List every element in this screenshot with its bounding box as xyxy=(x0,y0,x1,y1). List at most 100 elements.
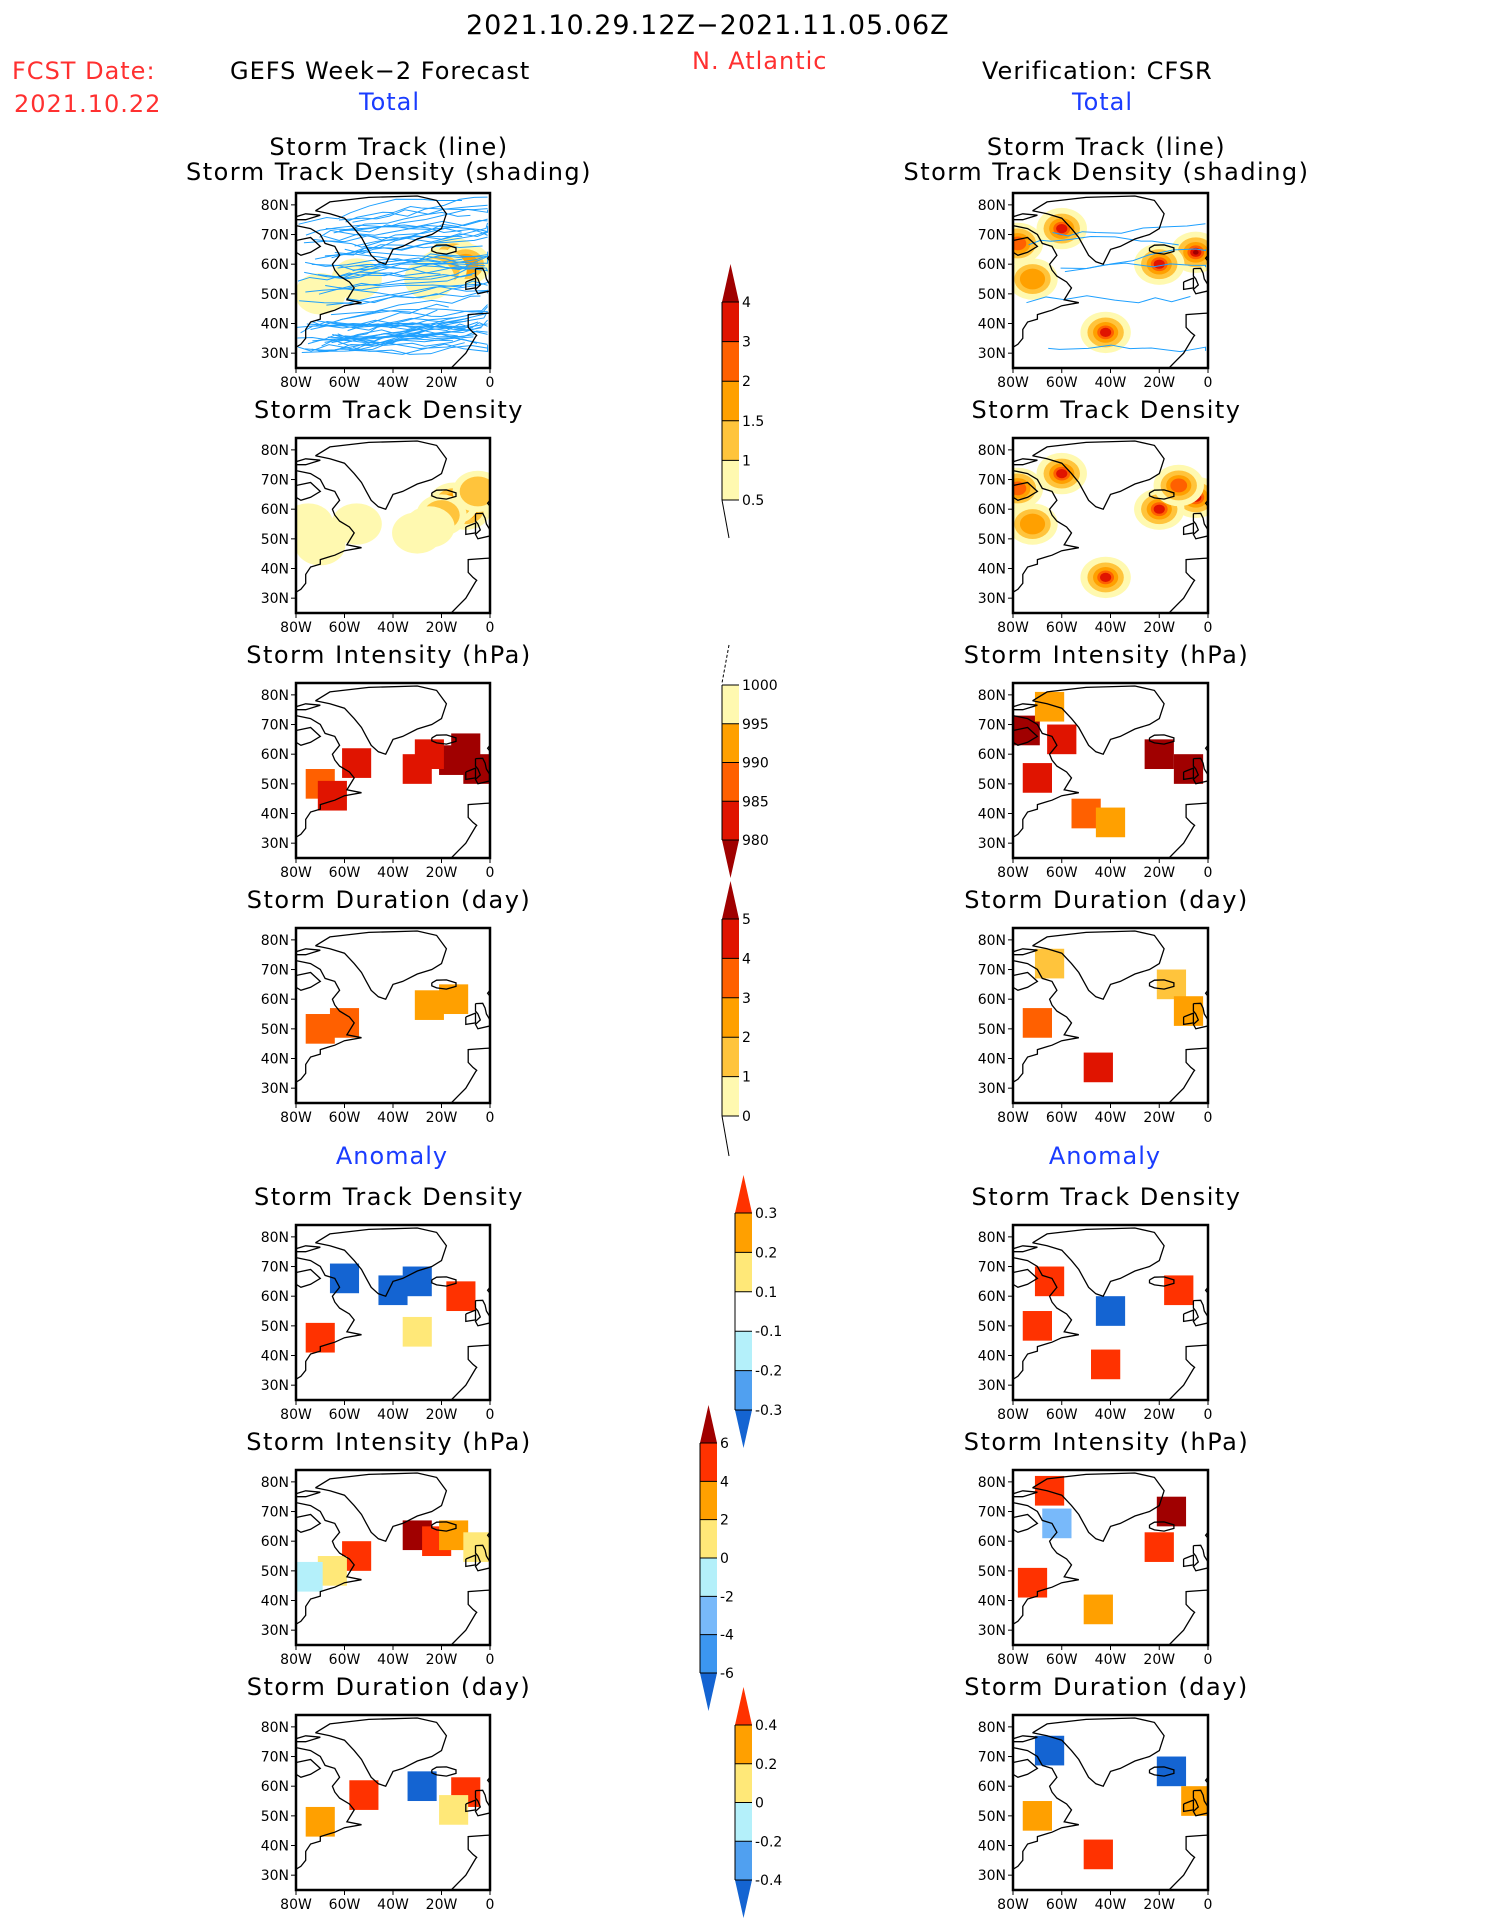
storm-track-line xyxy=(317,323,473,341)
panel-title-duration: Storm Duration (day) xyxy=(964,886,1249,914)
coastline xyxy=(296,1501,362,1625)
density-blob xyxy=(1019,268,1046,290)
lon-tick-label: 60W xyxy=(329,1110,361,1126)
lat-tick-label: 80N xyxy=(261,688,289,704)
lat-tick-label: 70N xyxy=(978,1750,1006,1766)
grid-cell xyxy=(1017,1567,1048,1598)
storm-track-line xyxy=(310,319,466,331)
map-data-layer xyxy=(296,1717,490,1890)
grid-cell xyxy=(1022,1008,1052,1038)
lon-tick-label: 0 xyxy=(486,1407,495,1423)
lon-tick-label: 40W xyxy=(377,1652,409,1668)
coastline xyxy=(431,489,457,500)
colorbar-segment xyxy=(700,1443,717,1482)
coastline xyxy=(474,1299,490,1327)
storm-track-line xyxy=(347,308,488,332)
coastline xyxy=(1192,1299,1208,1327)
coastline xyxy=(1182,277,1195,291)
lat-tick-label: 30N xyxy=(978,1623,1006,1639)
coastline xyxy=(296,714,362,838)
grid-cell xyxy=(1156,1756,1187,1787)
lat-tick-label: 80N xyxy=(978,198,1006,214)
lon-tick-label: 20W xyxy=(1143,1897,1175,1913)
lat-tick-label: 50N xyxy=(978,777,1006,793)
colorbar-bottom-arrow xyxy=(735,1410,752,1448)
colorbar-label: 3 xyxy=(742,335,751,351)
colorbar-label: -4 xyxy=(720,1628,734,1644)
map-panel: 80N 70N 60N 50N 40N 30N 80W 60W 40W 20W 0 xyxy=(261,1223,495,1423)
coastline xyxy=(1148,1276,1175,1287)
lon-tick-label: 20W xyxy=(1143,1652,1175,1668)
lat-tick-label: 40N xyxy=(978,317,1006,333)
lon-tick-label: 20W xyxy=(426,620,458,636)
storm-track-line xyxy=(324,253,488,261)
grid-cell xyxy=(407,1771,437,1802)
coastline xyxy=(1192,757,1208,785)
lon-tick-label: 60W xyxy=(329,865,361,881)
colorbar-segment xyxy=(735,1252,752,1292)
lon-tick-label: 80W xyxy=(997,1652,1029,1668)
lon-tick-label: 20W xyxy=(426,375,458,391)
grid-cell xyxy=(1047,724,1077,755)
lon-tick-label: 0 xyxy=(1204,1897,1213,1913)
colorbar-segment xyxy=(700,1519,717,1558)
coastline xyxy=(1013,948,1038,956)
total-label-left: Total xyxy=(359,88,421,116)
storm-track-line xyxy=(1064,262,1207,273)
map-data-layer xyxy=(296,930,490,1103)
map-data-layer xyxy=(1013,195,1208,368)
grid-cell xyxy=(1144,739,1174,770)
lon-tick-label: 20W xyxy=(1143,1110,1175,1126)
colorbar: 6 4 2 0 -2 -4 -6 xyxy=(699,1405,734,1711)
lon-tick-label: 60W xyxy=(1046,1897,1078,1913)
lat-tick-label: 80N xyxy=(261,1475,289,1491)
storm-track-line xyxy=(318,272,477,295)
map-data-layer xyxy=(296,685,490,858)
coastline xyxy=(431,734,457,745)
coastline xyxy=(474,757,490,785)
coastline xyxy=(1168,557,1208,613)
coastline xyxy=(1148,244,1175,255)
colorbar-label: 995 xyxy=(742,717,769,733)
coastline xyxy=(450,1834,490,1890)
coastline xyxy=(1013,213,1038,221)
lat-tick-label: 40N xyxy=(261,1594,289,1610)
lon-tick-label: 20W xyxy=(1143,1407,1175,1423)
storm-track-line xyxy=(314,235,463,260)
map-frame xyxy=(294,1223,492,1402)
lat-tick-label: 80N xyxy=(261,1230,289,1246)
coastline xyxy=(1013,959,1079,1083)
map-data-layer xyxy=(1013,685,1208,858)
map-panel: 80N 70N 60N 50N 40N 30N 80W 60W 40W 20W 0 xyxy=(261,926,494,1126)
lon-tick-label: 80W xyxy=(997,1110,1029,1126)
storm-track-line xyxy=(1048,344,1207,353)
coastline xyxy=(474,512,490,540)
coastline xyxy=(1032,1717,1165,1787)
coastline xyxy=(1168,1834,1208,1890)
map-panel: 80N 70N 60N 50N 40N 30N 80W 60W 40W 20W 0 xyxy=(978,1713,1213,1913)
colorbar-label: 1 xyxy=(742,1070,751,1086)
colorbar-label: 0.1 xyxy=(755,1285,777,1301)
storm-track-line xyxy=(338,204,488,221)
colorbar-label: 5 xyxy=(742,912,751,928)
coastline xyxy=(1182,1554,1195,1568)
colorbar-segment xyxy=(722,341,739,382)
lat-tick-label: 70N xyxy=(261,718,289,734)
storm-track-line xyxy=(340,304,488,321)
region-title: N. Atlantic xyxy=(692,47,828,75)
coastline xyxy=(1148,979,1175,990)
colorbar-label: 0 xyxy=(755,1796,764,1812)
storm-track-line xyxy=(352,196,488,223)
coastline xyxy=(315,930,448,1000)
coastline xyxy=(296,726,322,747)
lat-tick-label: 80N xyxy=(978,1475,1006,1491)
storm-track-line xyxy=(331,319,488,344)
coastline xyxy=(296,1758,322,1779)
map-data-layer xyxy=(296,195,490,368)
lon-tick-label: 20W xyxy=(426,1652,458,1668)
coastline xyxy=(1013,1758,1039,1779)
coastline xyxy=(431,1521,457,1532)
grid-cell xyxy=(1144,1532,1174,1562)
grid-cell xyxy=(349,1780,379,1810)
coastline xyxy=(474,267,490,295)
